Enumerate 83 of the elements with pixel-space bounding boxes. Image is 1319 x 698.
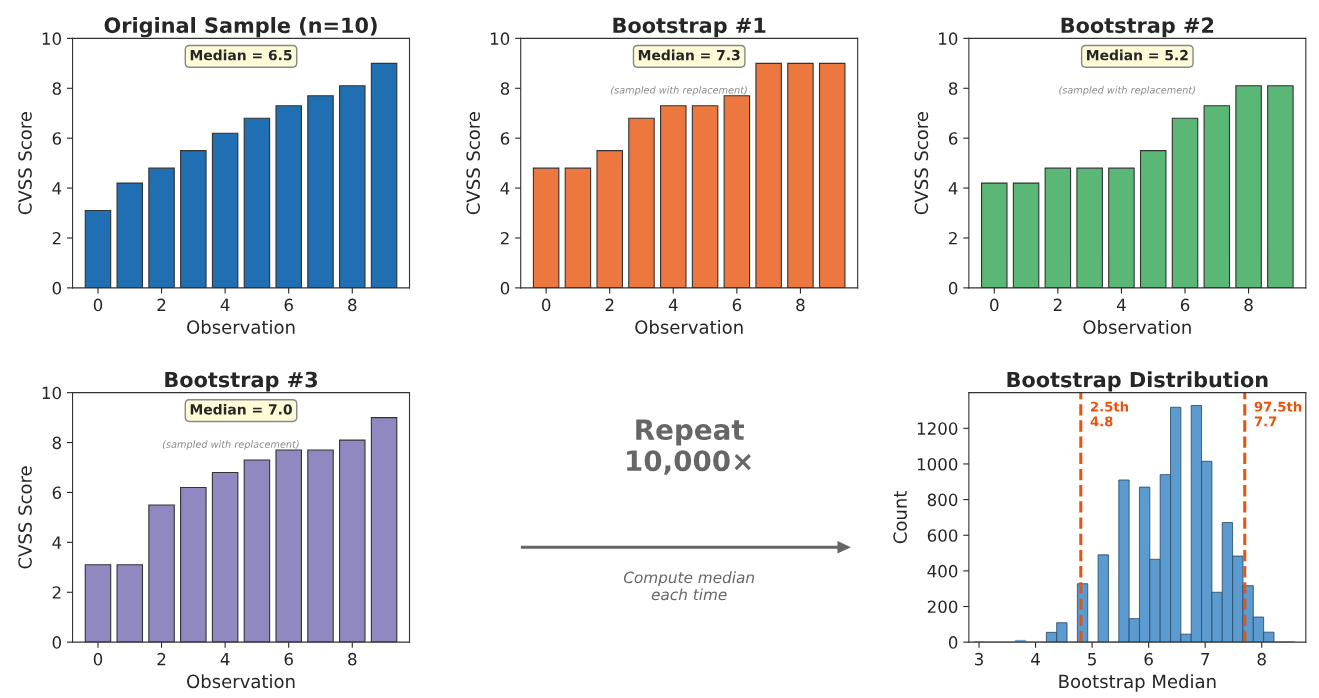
y-tick-label: 600 [927, 529, 958, 542]
y-axis-title: CVSS Score [18, 112, 32, 215]
x-tick-label: 6 [1144, 652, 1153, 666]
x-tick-label: 7 [1201, 653, 1210, 666]
x-tick-label: 0 [93, 652, 103, 666]
y-tick-label: 2 [52, 231, 61, 245]
y-tick-label: 200 [927, 600, 958, 614]
x-axis-title: Observation [1083, 319, 1191, 334]
x-axis-title: Observation [187, 674, 295, 689]
y-tick-label: 6 [52, 486, 62, 500]
x-tick-label: 8 [348, 652, 357, 666]
y-tick-label: 10 [490, 32, 510, 45]
annotation: (sampled with replacement) [162, 440, 299, 450]
x-tick-label: 4 [220, 653, 230, 666]
y-tick-label: 6 [52, 132, 62, 145]
x-tick-label: 8 [348, 298, 357, 312]
x-tick-label: 0 [93, 298, 103, 312]
x-tick-label: 6 [284, 298, 293, 312]
y-tick-label: 4 [52, 182, 62, 195]
x-axis-title: Observation [187, 319, 295, 334]
ref-line-label: 2.5th 4.8 [1090, 401, 1129, 427]
x-tick-label: 8 [1257, 652, 1266, 666]
y-tick-label: 1000 [917, 457, 958, 471]
chart-title: Original Sample (n=10) [104, 17, 377, 38]
x-tick-label: 0 [990, 298, 999, 312]
y-tick-label: 4 [500, 182, 510, 195]
y-tick-label: 10 [42, 386, 62, 400]
y-axis-title: CVSS Score [466, 112, 481, 215]
y-tick-label: 2 [500, 231, 509, 245]
x-tick-label: 6 [284, 652, 293, 666]
x-tick-label: 2 [157, 298, 166, 311]
y-tick-label: 0 [948, 281, 958, 295]
x-tick-label: 2 [605, 298, 614, 311]
y-tick-label: 8 [52, 436, 61, 450]
annotation: (sampled with replacement) [611, 86, 747, 96]
y-tick-label: 0 [500, 281, 510, 295]
x-tick-label: 4 [1031, 653, 1040, 666]
annotation: Median = 7.3 [638, 49, 740, 61]
y-tick-label: 6 [949, 132, 958, 145]
text: Compute median each time [623, 571, 755, 601]
y-tick-label: 8 [52, 82, 61, 95]
y-tick-label: 0 [52, 636, 62, 649]
chart-title: Bootstrap Distribution [1007, 371, 1268, 392]
x-tick-label: 8 [1244, 298, 1253, 312]
y-axis-title: CVSS Score [914, 112, 929, 215]
y-tick-label: 2 [949, 231, 957, 245]
x-tick-label: 8 [796, 298, 805, 312]
text: Repeat 10,000× [627, 419, 751, 475]
x-tick-label: 4 [1116, 298, 1126, 311]
x-tick-label: 2 [157, 652, 166, 666]
x-tick-label: 2 [1053, 298, 1062, 311]
x-tick-label: 6 [1180, 298, 1190, 312]
y-tick-label: 8 [500, 82, 510, 95]
y-tick-label: 4 [948, 182, 958, 195]
chart-title: Bootstrap #3 [165, 371, 317, 392]
x-tick-label: 4 [668, 298, 678, 311]
y-tick-label: 1200 [917, 422, 958, 435]
annotation: Median = 7.0 [190, 403, 292, 415]
ref-line-label: 97.5th 7.7 [1254, 401, 1302, 427]
y-tick-label: 0 [948, 636, 958, 649]
y-tick-label: 2 [52, 586, 61, 599]
y-tick-label: 10 [42, 32, 62, 45]
y-tick-label: 800 [927, 493, 958, 507]
y-tick-label: 0 [52, 281, 62, 295]
y-tick-label: 400 [927, 564, 958, 578]
annotation: Median = 6.5 [190, 49, 292, 61]
x-axis-title: Bootstrap Median [1059, 674, 1216, 692]
y-tick-label: 4 [52, 536, 62, 549]
x-tick-label: 3 [975, 652, 983, 666]
y-axis-title: CVSS Score [18, 466, 32, 569]
x-tick-label: 4 [220, 298, 230, 311]
annotation: (sampled with replacement) [1059, 86, 1195, 96]
y-tick-label: 10 [939, 32, 958, 45]
chart-title: Bootstrap #1 [613, 17, 766, 38]
x-tick-label: 5 [1088, 653, 1096, 666]
annotation: Median = 5.2 [1087, 49, 1188, 61]
x-tick-label: 0 [541, 298, 551, 312]
x-tick-label: 6 [732, 298, 742, 312]
y-tick-label: 8 [948, 82, 958, 95]
y-tick-label: 6 [500, 132, 510, 145]
chart-title: Bootstrap #2 [1061, 17, 1214, 38]
x-axis-title: Observation [635, 319, 743, 334]
y-axis-title: Count [893, 491, 907, 544]
